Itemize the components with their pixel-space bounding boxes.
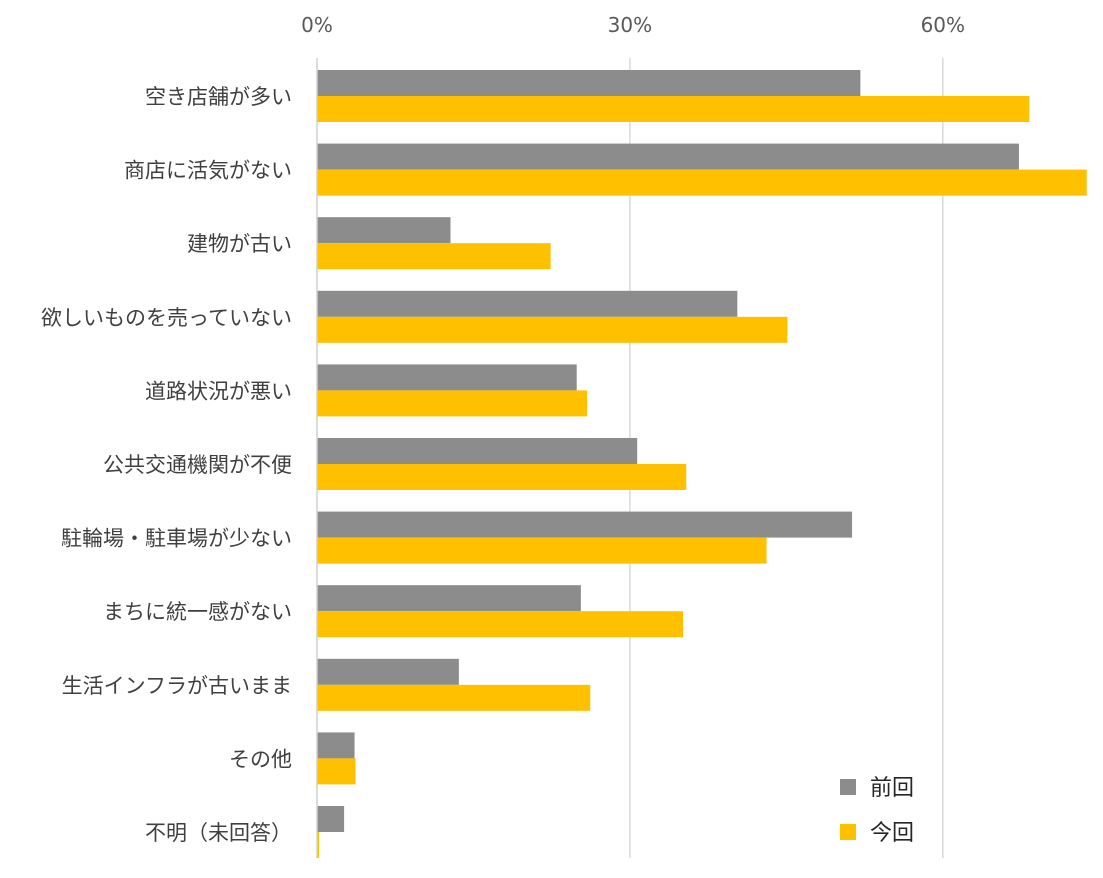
category-label-8: 生活インフラが古いまま [62,674,292,698]
category-labels: 空き店舗が多い商店に活気がない建物が古い欲しいものを売っていない道路状況が悪い公… [41,85,292,845]
legend-label-current: 今回 [870,821,914,846]
tick-label-1: 30% [608,13,652,37]
bar-previous-5 [317,438,638,464]
legend-label-previous: 前回 [870,776,914,801]
bar-current-8 [317,684,591,711]
bar-current-5 [317,464,687,490]
category-label-3: 欲しいものを売っていない [41,306,292,330]
bar-previous-6 [317,511,853,538]
bar-current-7 [317,611,684,638]
bar-current-4 [317,390,588,417]
category-label-4: 道路状況が悪い [145,379,292,403]
bar-previous-10 [317,806,345,832]
category-label-1: 商店に活気がない [124,159,292,183]
bar-current-3 [317,316,788,343]
tick-label-2: 60% [921,13,965,37]
bar-current-6 [317,537,767,564]
bar-previous-9 [317,732,355,759]
bars [317,70,1087,858]
category-label-2: 建物が古い [187,232,292,256]
bar-current-9 [317,758,356,785]
bar-current-10 [317,832,320,858]
bar-previous-0 [317,70,861,96]
category-label-6: 駐輪場・駐車場が少ない [61,527,292,551]
tick-label-0: 0% [301,13,333,37]
category-label-9: その他 [229,747,292,771]
bar-previous-2 [317,217,451,244]
bar-previous-8 [317,658,459,685]
category-label-7: まちに統一感がない [103,600,292,624]
category-label-10: 不明（未回答） [145,821,292,845]
bar-previous-1 [317,143,1019,170]
category-label-5: 公共交通機関が不便 [103,453,292,477]
bar-previous-3 [317,290,738,317]
bar-current-2 [317,243,551,270]
category-label-0: 空き店舗が多い [145,85,292,109]
bar-previous-7 [317,585,581,612]
legend-swatch-previous [840,779,856,795]
x-axis-tick-labels: 0% 30% 60% [301,13,965,37]
bar-current-1 [317,169,1087,196]
bar-current-0 [317,96,1030,122]
bar-previous-4 [317,364,577,391]
legend-swatch-current [840,824,856,840]
